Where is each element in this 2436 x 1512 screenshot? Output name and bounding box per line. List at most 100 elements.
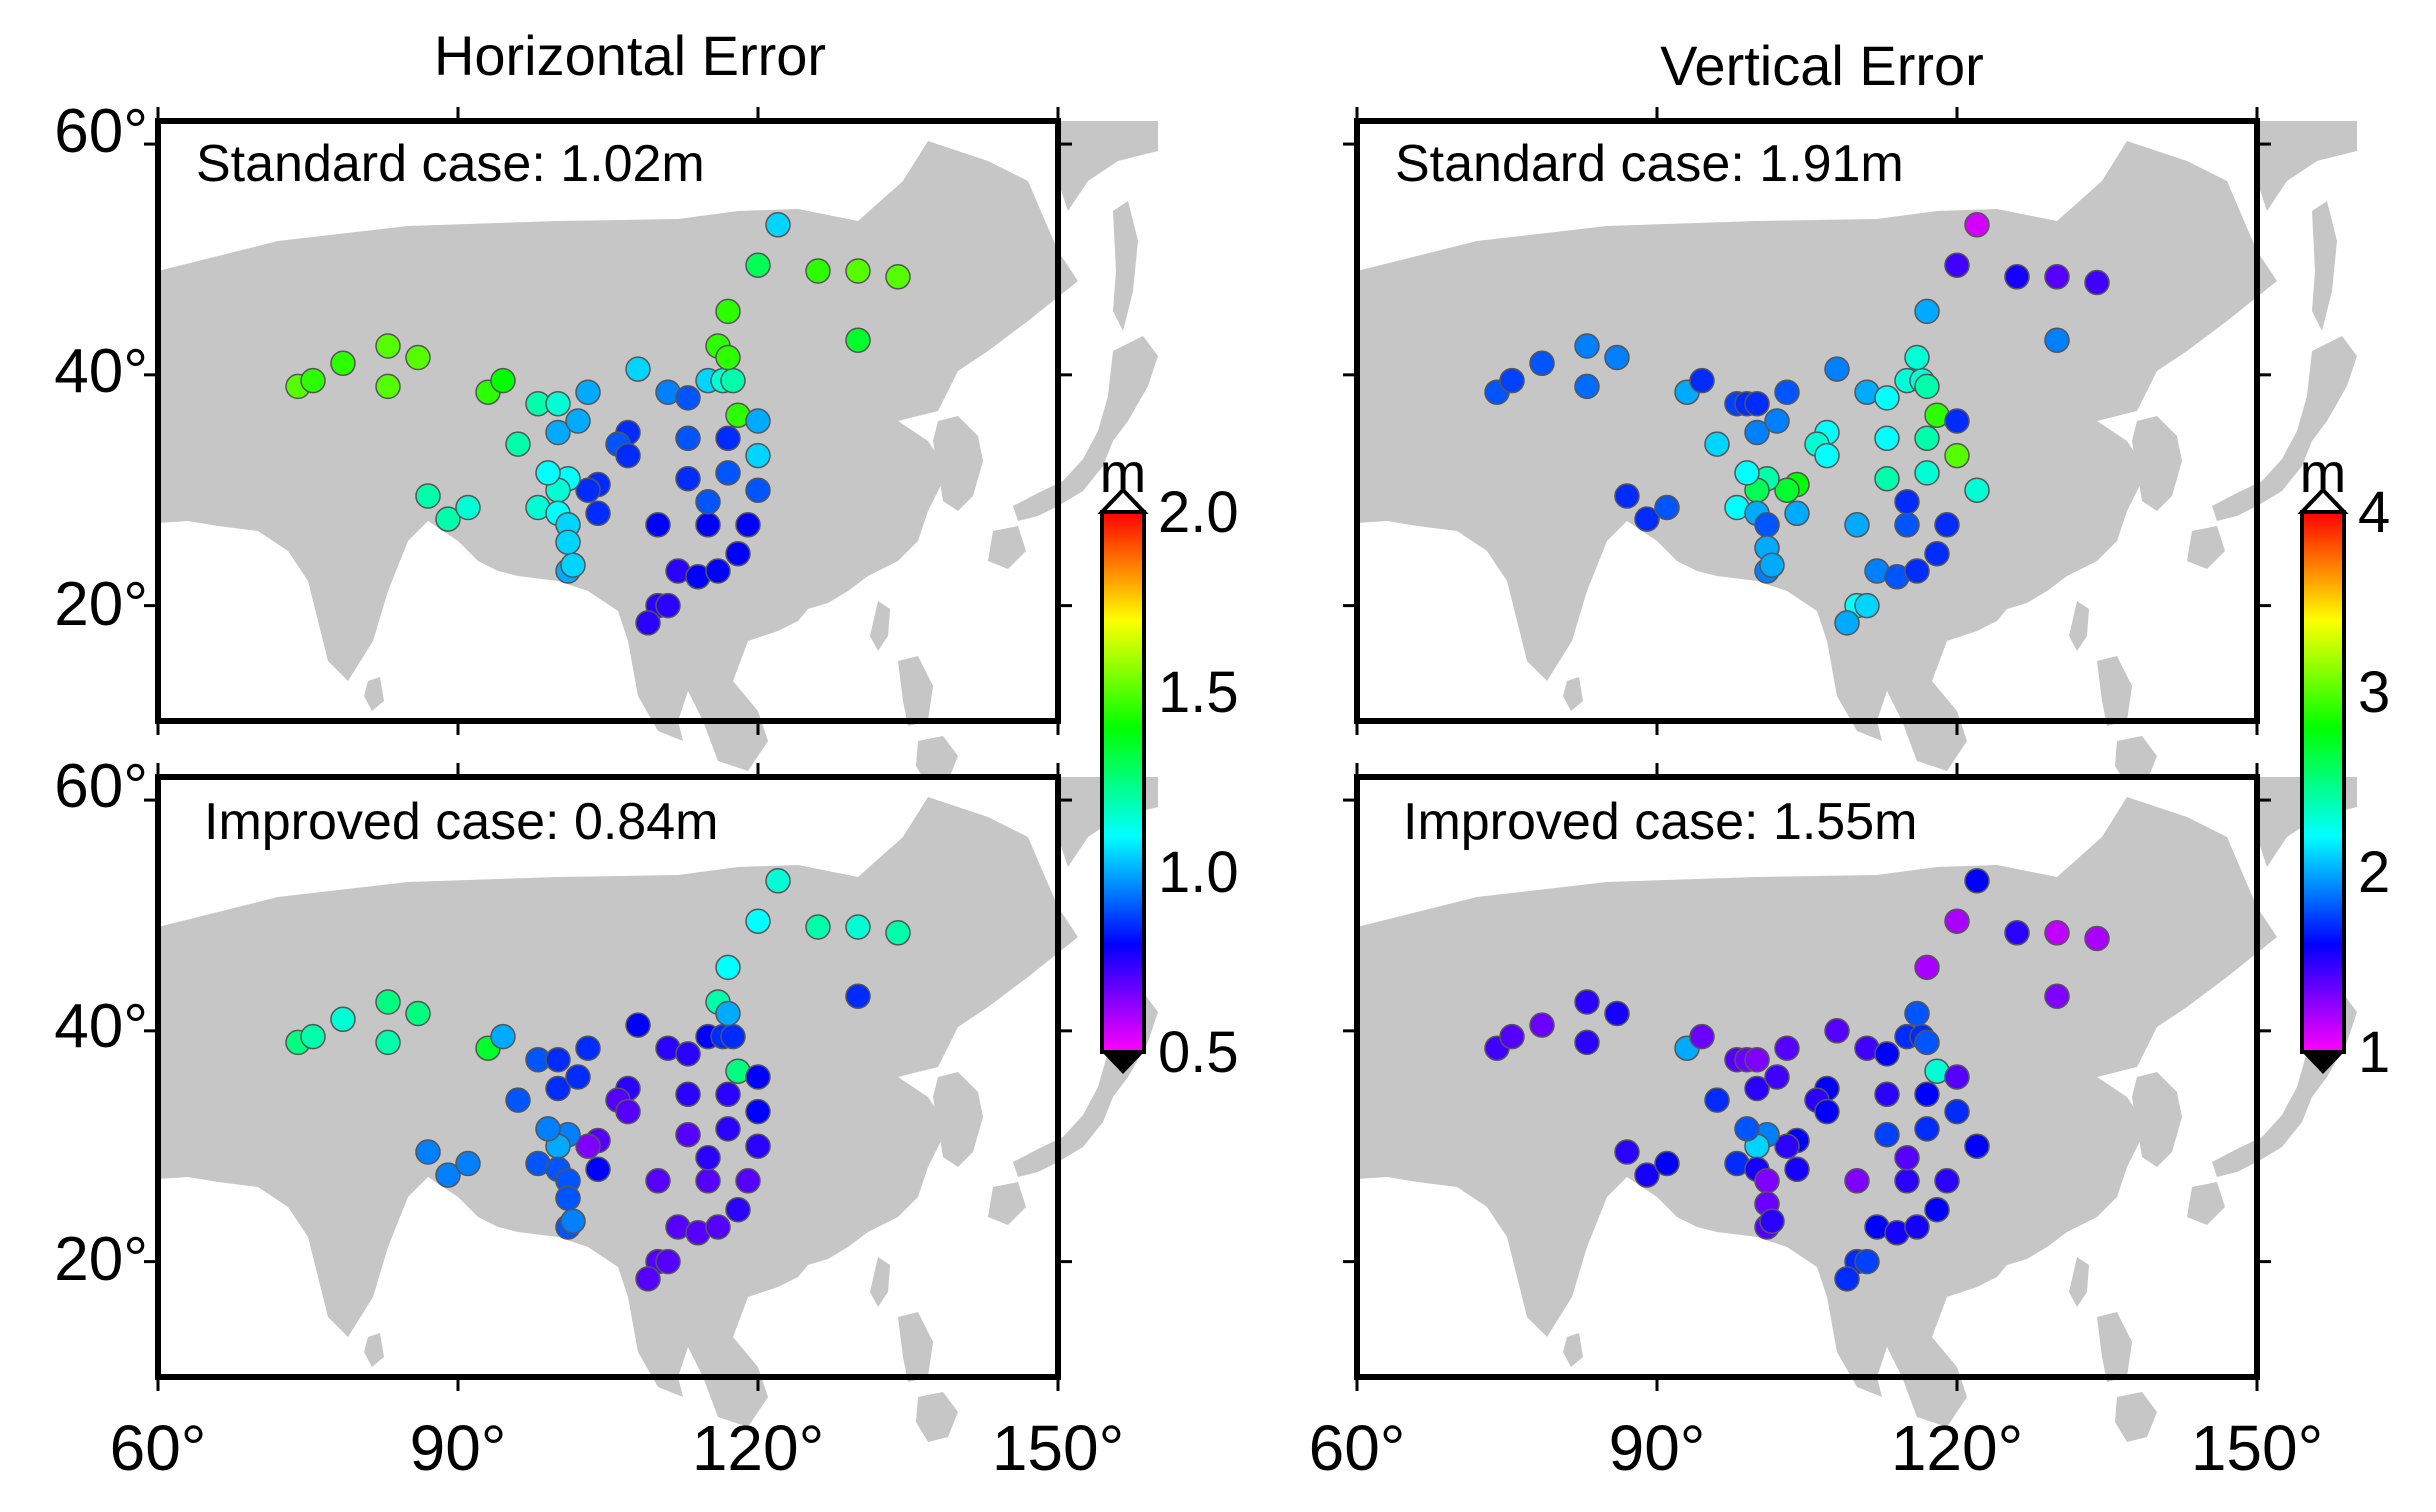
station-marker: [2044, 983, 2070, 1009]
station-marker: [1529, 1012, 1555, 1038]
colorbar-min-triangle: [2302, 1052, 2344, 1074]
station-marker: [330, 350, 356, 377]
station-markers: [1484, 212, 2110, 636]
station-marker: [435, 1162, 461, 1188]
station-marker: [455, 1150, 481, 1177]
station-marker: [1874, 1121, 1900, 1148]
colorbar-tick-label: 0.5: [1158, 1020, 1239, 1085]
station-marker: [1914, 1029, 1940, 1056]
station-marker: [1944, 1098, 1970, 1125]
station-marker: [1704, 1087, 1730, 1113]
station-marker: [1834, 610, 1860, 636]
station-marker: [1734, 460, 1760, 486]
station-marker: [2084, 925, 2110, 952]
station-marker: [2004, 264, 2030, 290]
station-marker: [675, 1041, 701, 1067]
station-marker: [1854, 1248, 1880, 1275]
station-marker: [705, 558, 731, 584]
station-marker: [535, 460, 561, 486]
station-marker: [745, 1133, 771, 1159]
station-marker: [1944, 442, 1970, 469]
station-marker: [1744, 1075, 1770, 1102]
station-marker: [2044, 920, 2070, 946]
lat-tick-label: 60°: [54, 752, 148, 821]
colorbar-gradient: [1100, 510, 1146, 1054]
station-marker: [575, 1133, 601, 1159]
panel-horizontal-standard: Standard case: 1.02m: [144, 107, 1158, 786]
colorbar-horizontal: m 2.0 1.5 1.0 0.5: [1097, 441, 1239, 1085]
station-marker: [1784, 1156, 1810, 1183]
station-marker: [375, 1029, 401, 1056]
station-marker: [1754, 512, 1780, 538]
station-marker: [1894, 512, 1920, 538]
station-marker: [645, 1168, 671, 1194]
station-marker: [375, 373, 401, 400]
station-marker: [1654, 1150, 1680, 1177]
station-marker: [715, 1116, 741, 1142]
station-marker: [1634, 1162, 1660, 1188]
station-marker: [1894, 1145, 1920, 1171]
station-marker: [1499, 367, 1525, 394]
station-marker: [675, 465, 701, 492]
station-marker: [675, 1121, 701, 1148]
lon-tick-label: 60°: [1309, 1412, 1406, 1484]
colorbar-vertical: m 4 3 2 1: [2297, 441, 2390, 1085]
station-marker: [1924, 540, 1950, 567]
station-marker: [715, 298, 741, 325]
station-marker: [1614, 1139, 1640, 1165]
station-marker: [655, 1248, 681, 1275]
lon-tick-label: 60°: [110, 1412, 207, 1484]
station-marker: [405, 344, 431, 371]
map-frame: [155, 118, 1061, 724]
station-marker: [1944, 408, 1970, 434]
lon-tick-label: 120°: [1891, 1412, 2023, 1484]
station-marker: [1944, 252, 1970, 278]
station-marker: [1944, 1064, 1970, 1090]
station-marker: [845, 983, 871, 1009]
station-marker: [1914, 954, 1940, 981]
station-marker: [675, 1081, 701, 1108]
station-marker: [1914, 1081, 1940, 1108]
station-marker: [765, 212, 791, 238]
station-marker: [615, 1098, 641, 1125]
lat-tick-label: 20°: [54, 570, 148, 639]
station-marker: [805, 914, 831, 940]
station-marker: [1689, 1023, 1715, 1050]
station-marker: [1834, 1266, 1860, 1292]
station-marker: [300, 1023, 326, 1050]
station-marker: [505, 431, 531, 457]
station-marker: [405, 1000, 431, 1027]
colorbar-tick-label: 2: [2358, 840, 2390, 905]
station-marker: [645, 512, 671, 538]
station-marker: [490, 1023, 516, 1050]
station-marker: [735, 1168, 761, 1194]
station-marker: [845, 258, 871, 284]
station-marker: [1614, 483, 1640, 509]
station-marker: [745, 477, 771, 503]
case-label: Improved case: 0.84m: [204, 793, 718, 851]
station-marker: [545, 1046, 571, 1073]
station-markers: [285, 212, 911, 636]
station-marker: [535, 1116, 561, 1142]
lat-tick-labels-bottom: 60° 40° 20°: [54, 752, 148, 1294]
station-marker: [415, 1139, 441, 1165]
station-marker: [1894, 1168, 1920, 1194]
station-marker: [1914, 373, 1940, 400]
station-marker: [745, 252, 771, 278]
station-marker: [1744, 1046, 1770, 1073]
case-label: Improved case: 1.55m: [1403, 793, 1917, 851]
station-marker: [675, 425, 701, 452]
station-marker: [845, 327, 871, 353]
station-marker: [1604, 344, 1630, 371]
station-marker: [1934, 512, 1960, 538]
station-marker: [545, 1075, 571, 1102]
station-marker: [625, 356, 651, 382]
station-marker: [2044, 264, 2070, 290]
lon-tick-labels-left: 60° 90° 120° 150°: [110, 1412, 1125, 1484]
station-marker: [1964, 1133, 1990, 1159]
station-marker: [715, 425, 741, 452]
station-marker: [1754, 1168, 1780, 1194]
station-marker: [2004, 920, 2030, 946]
colorbar-tick-label: 3: [2358, 660, 2390, 725]
station-marker: [705, 1214, 731, 1240]
